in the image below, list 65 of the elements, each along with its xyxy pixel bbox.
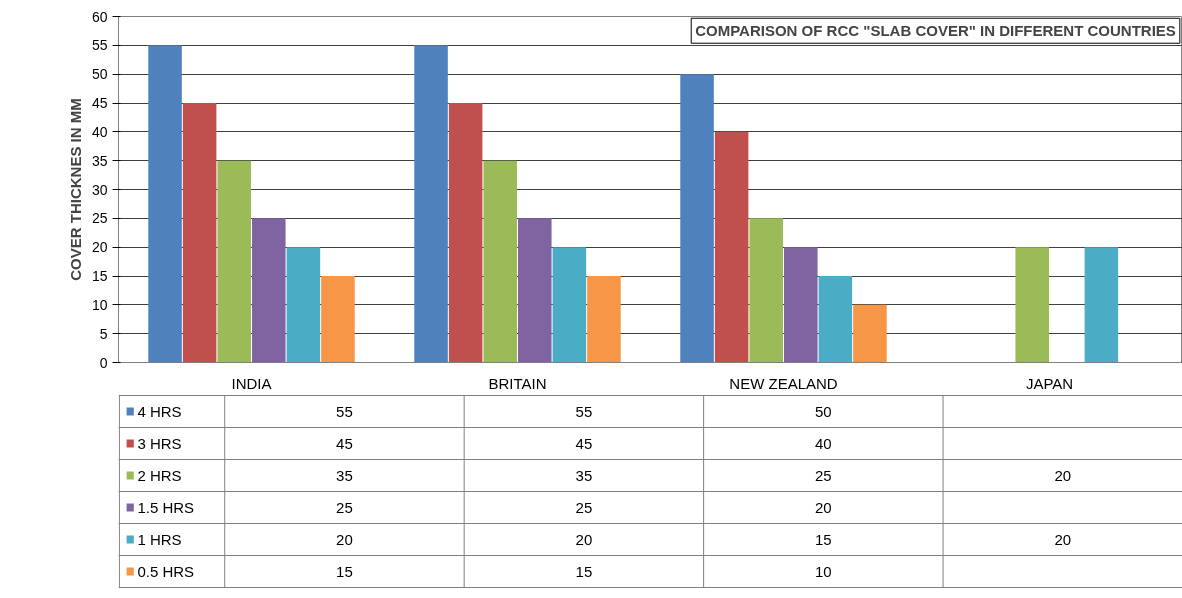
- bar: [784, 247, 818, 363]
- data-label: 15: [336, 562, 353, 580]
- y-tick-label: 5: [99, 325, 108, 342]
- bar: [321, 276, 355, 363]
- y-tick-label: 40: [91, 123, 108, 140]
- data-label: 20: [575, 530, 593, 548]
- y-tick-label: 20: [91, 239, 108, 256]
- bar: [749, 218, 783, 363]
- data-label: 25: [814, 466, 832, 484]
- bar: [587, 276, 621, 363]
- y-axis-title: COVER THICKNES IN MM: [66, 98, 84, 281]
- data-label: 35: [575, 466, 593, 484]
- x-tick-label: INDIA: [231, 374, 272, 392]
- data-label: 25: [575, 498, 593, 516]
- chart-title: COMPARISON OF RCC "SLAB COVER" IN DIFFERENT COUNTRIES: [695, 22, 1176, 40]
- data-label: 15: [575, 562, 593, 580]
- y-tick-label: 45: [91, 95, 108, 111]
- x-tick-label: NEW ZEALAND: [729, 374, 838, 392]
- data-label: 55: [575, 402, 593, 420]
- data-label: 40: [814, 434, 832, 452]
- data-label: 20: [336, 530, 353, 548]
- bar: [252, 218, 286, 363]
- y-tick-label: 55: [91, 37, 108, 54]
- legend-label: 0.5 HRS: [137, 563, 195, 580]
- x-tick-label: BRITAIN: [488, 374, 547, 392]
- legend-label: 1.5 HRS: [137, 499, 195, 516]
- data-label: 50: [814, 402, 832, 420]
- data-label: 45: [336, 434, 353, 452]
- y-tick-label: 60: [91, 8, 108, 25]
- bar: [286, 247, 321, 363]
- y-tick-label: 0: [99, 354, 108, 371]
- legend-label: 1 HRS: [137, 531, 182, 548]
- bar: [448, 103, 483, 363]
- bar: [1015, 247, 1049, 363]
- bar: [1084, 247, 1119, 363]
- data-label: 45: [575, 434, 593, 452]
- y-tick-label: 35: [91, 152, 108, 169]
- data-label: 20: [814, 498, 832, 516]
- bar: [518, 218, 552, 363]
- y-tick-label: 15: [91, 268, 108, 284]
- legend-label: 3 HRS: [137, 435, 182, 452]
- bar: [483, 160, 517, 363]
- bar: [414, 45, 448, 363]
- y-tick-label: 25: [91, 210, 108, 227]
- data-label: 10: [814, 562, 832, 580]
- y-tick-label: 50: [91, 66, 108, 83]
- bar: [680, 74, 714, 363]
- bar: [853, 304, 887, 363]
- data-label: 25: [336, 498, 353, 516]
- data-label: 35: [336, 466, 353, 484]
- bar: [552, 247, 587, 363]
- data-label: 15: [814, 530, 832, 548]
- bar: [148, 45, 182, 363]
- data-label: 55: [336, 402, 353, 420]
- data-label: 20: [1054, 466, 1072, 484]
- x-tick-label: JAPAN: [1025, 374, 1074, 392]
- bar: [217, 160, 251, 363]
- legend-label: 2 HRS: [137, 467, 182, 484]
- y-tick-label: 10: [91, 296, 108, 313]
- y-tick-label: 30: [91, 181, 108, 198]
- bar: [818, 276, 853, 363]
- bar: [714, 131, 749, 363]
- legend-label: 4 HRS: [137, 403, 182, 420]
- bar: [182, 103, 217, 363]
- data-label: 20: [1054, 530, 1072, 548]
